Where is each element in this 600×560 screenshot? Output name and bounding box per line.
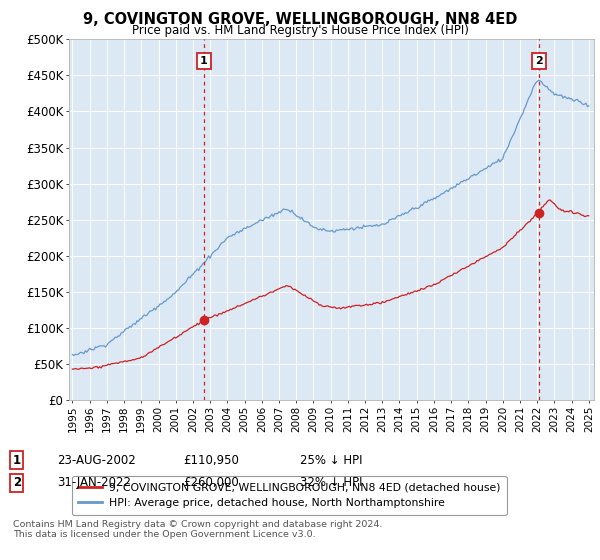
Text: 1: 1 bbox=[13, 454, 21, 467]
Text: £260,000: £260,000 bbox=[183, 476, 239, 489]
Text: Contains HM Land Registry data © Crown copyright and database right 2024.
This d: Contains HM Land Registry data © Crown c… bbox=[13, 520, 383, 539]
Text: 2: 2 bbox=[13, 476, 21, 489]
Text: 2: 2 bbox=[535, 56, 542, 66]
Text: Price paid vs. HM Land Registry's House Price Index (HPI): Price paid vs. HM Land Registry's House … bbox=[131, 24, 469, 37]
Text: 9, COVINGTON GROVE, WELLINGBOROUGH, NN8 4ED: 9, COVINGTON GROVE, WELLINGBOROUGH, NN8 … bbox=[83, 12, 517, 27]
Text: 32% ↓ HPI: 32% ↓ HPI bbox=[300, 476, 362, 489]
Text: 25% ↓ HPI: 25% ↓ HPI bbox=[300, 454, 362, 467]
Text: £110,950: £110,950 bbox=[183, 454, 239, 467]
Text: 31-JAN-2022: 31-JAN-2022 bbox=[57, 476, 131, 489]
Text: 23-AUG-2002: 23-AUG-2002 bbox=[57, 454, 136, 467]
Text: 1: 1 bbox=[200, 56, 208, 66]
Legend: 9, COVINGTON GROVE, WELLINGBOROUGH, NN8 4ED (detached house), HPI: Average price: 9, COVINGTON GROVE, WELLINGBOROUGH, NN8 … bbox=[72, 476, 506, 515]
